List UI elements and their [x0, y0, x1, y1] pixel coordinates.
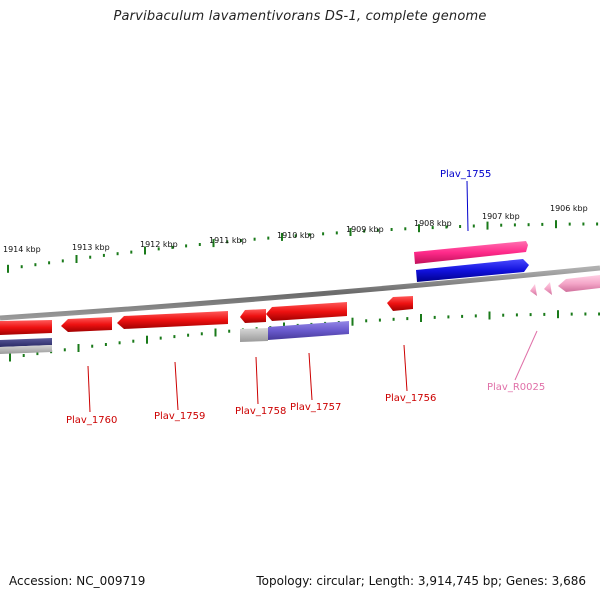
gene-feature-plav-1760-cds[interactable]: [0, 320, 52, 335]
gene-feature-grey-segment-left[interactable]: [0, 345, 52, 354]
gene-feature-plav-1756-cds[interactable]: [387, 296, 413, 311]
gene-feature-plav-1755-rna[interactable]: [414, 241, 528, 264]
leader-plav-1755: [466, 180, 469, 232]
genome-backbone: [0, 265, 600, 321]
tick-label-1912: 1912 kbp: [140, 240, 178, 249]
label-leader-lines: [87, 180, 538, 413]
tick-label-1907: 1907 kbp: [482, 212, 520, 221]
gene-label-plav-r0025[interactable]: Plav_R0025: [487, 382, 545, 393]
gene-feature-plav-r0025-b[interactable]: [544, 282, 552, 295]
gene-feature-plav-1755-cds[interactable]: [416, 259, 529, 282]
gene-feature-plav-1758-grey[interactable]: [240, 328, 268, 342]
gene-feature-navy-segment[interactable]: [0, 338, 52, 347]
tick-label-1913: 1913 kbp: [72, 243, 110, 252]
tick-label-1909: 1909 kbp: [346, 225, 384, 234]
leader-plav-1760: [87, 365, 91, 413]
gene-feature-plav-1757-cds[interactable]: [266, 302, 347, 321]
topology-text: Topology: circular; Length: 3,914,745 bp…: [256, 574, 586, 588]
outer-tick-ring: [7, 220, 599, 273]
leader-plav-r0025: [514, 330, 538, 381]
gene-feature-plav-r0025-c[interactable]: [558, 275, 600, 292]
gene-label-plav-1760[interactable]: Plav_1760: [66, 415, 117, 426]
leader-plav-1759: [174, 361, 179, 411]
tick-label-1911: 1911 kbp: [209, 236, 247, 245]
gene-feature-plav-r0025-a[interactable]: [530, 284, 537, 296]
gene-label-plav-1755[interactable]: Plav_1755: [440, 169, 491, 180]
leader-plav-1756: [403, 344, 408, 392]
accession-text: Accession: NC_009719: [9, 574, 146, 588]
kbp-tick-labels: 1914 kbp 1913 kbp 1912 kbp 1911 kbp 1910…: [3, 204, 588, 254]
gene-feature-plav-1759-cds-a[interactable]: [61, 317, 112, 332]
gene-feature-plav-1758-cds[interactable]: [240, 309, 266, 323]
map-title: Parvibaculum lavamentivorans DS-1, compl…: [113, 9, 487, 24]
gene-label-plav-1756[interactable]: Plav_1756: [385, 393, 436, 404]
gene-feature-plav-1759-cds-b[interactable]: [117, 311, 228, 329]
gene-labels: Plav_1755 Plav_1756 Plav_1757 Plav_1758 …: [66, 169, 545, 426]
gene-label-plav-1757[interactable]: Plav_1757: [290, 402, 341, 413]
gene-label-plav-1759[interactable]: Plav_1759: [154, 411, 205, 422]
tick-label-1910: 1910 kbp: [277, 231, 315, 240]
tick-label-1914: 1914 kbp: [3, 245, 41, 254]
tick-label-1908: 1908 kbp: [414, 219, 452, 228]
tick-label-1906: 1906 kbp: [550, 204, 588, 213]
gene-feature-plav-1757-purple[interactable]: [268, 321, 349, 340]
gene-label-plav-1758[interactable]: Plav_1758: [235, 406, 286, 417]
leader-plav-1757: [308, 352, 313, 401]
leader-plav-1758: [255, 356, 259, 405]
